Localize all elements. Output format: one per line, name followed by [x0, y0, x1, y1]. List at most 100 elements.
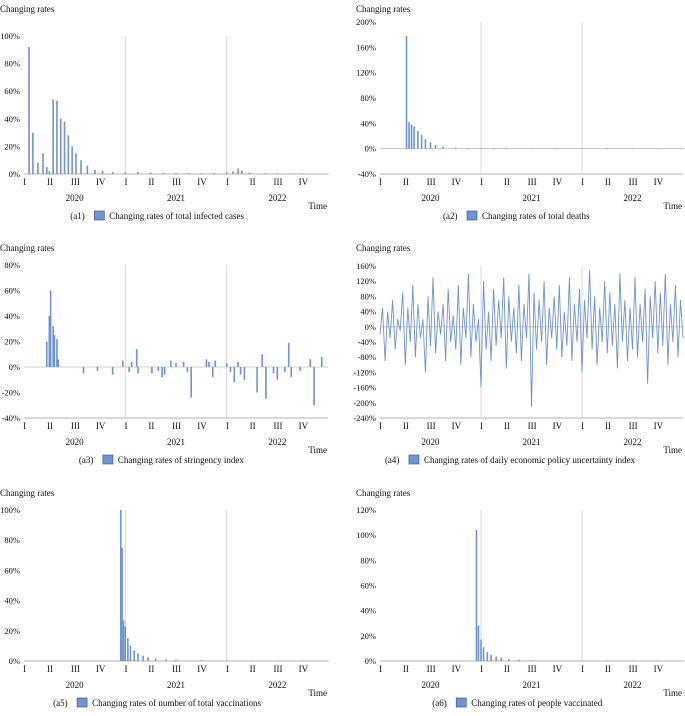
bar — [313, 367, 315, 406]
quarter-label: I — [226, 177, 229, 187]
bar — [52, 99, 54, 174]
bar — [124, 626, 127, 661]
bar — [175, 659, 177, 661]
bar — [251, 660, 253, 662]
bar — [121, 547, 123, 661]
quarter-label: IV — [553, 664, 563, 674]
bar — [42, 153, 44, 174]
y-tick-label: -120% — [353, 367, 376, 377]
quarter-label: I — [23, 177, 26, 187]
bar — [149, 172, 152, 174]
chart-panel-a4: Changing rates -240% -200% -160% -120% -80% -4… — [353, 243, 684, 465]
bar — [111, 367, 114, 375]
quarter-label: II — [605, 177, 611, 187]
bar — [71, 146, 73, 174]
y-tick-label: 100% — [356, 530, 376, 540]
quarter-label: I — [23, 421, 26, 431]
bar — [232, 171, 234, 174]
quarter-label: IV — [197, 421, 207, 431]
legend-label: Changing rates of total deaths — [482, 211, 590, 221]
quarter-label: I — [379, 177, 382, 187]
y-tick-label: 60% — [4, 286, 20, 296]
quarter-label: I — [581, 664, 584, 674]
y-axis-title: Changing rates — [0, 4, 55, 14]
bar — [128, 367, 130, 373]
y-tick-label: -80% — [358, 352, 376, 362]
series-line — [379, 269, 684, 407]
bar — [28, 47, 30, 174]
bar — [555, 660, 558, 662]
quarter-label: IV — [452, 177, 462, 187]
bar — [211, 367, 214, 378]
quarter-label: I — [23, 664, 26, 674]
x-axis-title: Time — [663, 445, 682, 455]
quarter-label: III — [172, 177, 181, 187]
legend-swatch — [466, 210, 478, 221]
bar — [130, 361, 133, 367]
quarter-label: III — [71, 664, 80, 674]
y-tick-label: 40% — [4, 596, 20, 606]
bar — [213, 173, 215, 174]
y-tick-label: 20% — [4, 141, 20, 151]
quarter-label: II — [250, 177, 256, 187]
bar — [486, 652, 489, 661]
bar — [500, 657, 502, 661]
year-label: 2022 — [268, 193, 286, 203]
quarter-label: III — [629, 421, 638, 431]
y-tick-label: -40% — [358, 337, 376, 347]
bar — [122, 360, 124, 367]
bar — [656, 660, 659, 662]
bar — [52, 326, 54, 367]
bar — [408, 122, 410, 149]
bar — [119, 510, 122, 661]
bar — [135, 349, 138, 367]
quarter-label: I — [480, 664, 483, 674]
bar — [46, 341, 48, 367]
bar — [276, 660, 279, 662]
x-axis-title: Time — [308, 688, 327, 698]
y-tick-label: 60% — [4, 86, 20, 96]
bar — [82, 367, 85, 374]
year-label: 2021 — [167, 193, 185, 203]
quarter-label: III — [427, 664, 436, 674]
bar — [492, 148, 495, 149]
quarter-label: I — [480, 177, 483, 187]
bar — [46, 167, 48, 174]
y-tick-label: 80% — [360, 555, 376, 565]
quarter-label: II — [504, 177, 510, 187]
bar — [129, 645, 132, 661]
quarter-label: IV — [96, 664, 106, 674]
bar — [225, 363, 228, 367]
quarter-label: II — [403, 421, 409, 431]
year-label: 2022 — [268, 437, 286, 447]
bar — [200, 173, 203, 174]
bar — [467, 148, 470, 149]
quarter-label: IV — [197, 664, 207, 674]
bar — [420, 134, 423, 149]
legend-label: Changing rates of stringency index — [118, 455, 244, 465]
bar — [581, 148, 583, 149]
quarter-label: II — [250, 421, 256, 431]
bar — [490, 654, 492, 661]
legend-label: Changing rates of people vaccinated — [471, 698, 602, 708]
bar — [410, 124, 413, 149]
bar — [137, 367, 139, 374]
y-axis-title: Changing rates — [356, 4, 411, 14]
y-tick-label: 40% — [4, 311, 20, 321]
y-tick-label: 40% — [360, 307, 376, 317]
bar — [32, 132, 34, 174]
x-axis-title: Time — [663, 688, 682, 698]
bar — [434, 144, 437, 149]
bar — [682, 660, 684, 662]
legend-swatch — [408, 454, 420, 465]
quarter-label: III — [629, 177, 638, 187]
quarter-label: I — [226, 664, 229, 674]
legend-swatch — [76, 697, 88, 708]
y-tick-label: 100% — [0, 31, 20, 41]
quarter-label: II — [148, 177, 154, 187]
bar — [86, 165, 89, 174]
bar — [284, 367, 286, 373]
quarter-label: I — [125, 177, 128, 187]
